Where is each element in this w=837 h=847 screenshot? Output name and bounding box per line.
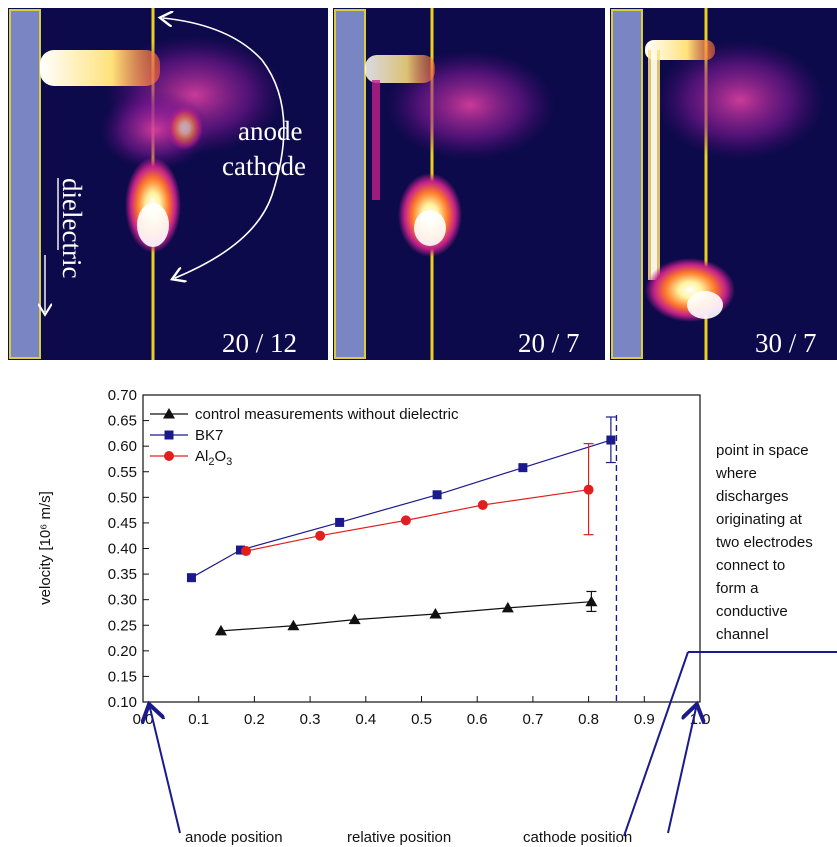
series-layer xyxy=(186,416,616,636)
cathode-arrow xyxy=(667,708,696,834)
dielectric-label: dielectric xyxy=(57,178,87,278)
anode-arrow xyxy=(150,708,181,834)
series-line xyxy=(191,439,612,579)
series-0 xyxy=(214,590,598,636)
data-point-circle xyxy=(400,515,411,526)
data-point-triangle xyxy=(501,601,514,613)
velocity-chart: 0.0 0.1 0.2 0.3 0.4 0.5 0.6 0.7 0.8 0.9 1.00.100.1… xyxy=(37,387,710,728)
y-tick-label: 0.35 xyxy=(108,566,137,583)
data-point-square xyxy=(606,435,616,445)
y-tick-label: 0.55 xyxy=(108,464,137,481)
panel-3-dielectric xyxy=(611,9,643,359)
panel-2-label: 20 / 7 xyxy=(518,328,580,358)
photo-panels: anode cathode dielectric 20 / 12 20 / 7 xyxy=(8,8,837,360)
x-tick-label: 0.6 xyxy=(467,711,488,728)
panel-3: 30 / 7 xyxy=(610,8,837,360)
legend-label: BK7 xyxy=(195,427,223,444)
y-tick-label: 0.20 xyxy=(108,643,137,660)
data-point-triangle xyxy=(429,607,442,619)
panel-1: anode cathode dielectric 20 / 12 xyxy=(8,8,328,360)
y-tick-label: 0.60 xyxy=(108,438,137,455)
x-tick-label: 0.0 xyxy=(133,711,154,728)
data-point-square xyxy=(518,463,528,473)
data-point-square xyxy=(186,573,196,583)
panel-3-label: 30 / 7 xyxy=(755,328,817,358)
chart-annotations: point in space where discharges originating… xyxy=(150,442,837,846)
panel-1-cathode-arrow xyxy=(175,59,285,278)
panel-2-dielectric xyxy=(334,9,366,359)
panel-1-channel xyxy=(40,50,160,86)
data-point-triangle xyxy=(163,408,175,419)
cathode-position-label: cathode position xyxy=(523,829,632,846)
y-tick-label: 0.70 xyxy=(108,387,137,404)
series-2 xyxy=(241,443,594,557)
relative-position-label: relative position xyxy=(347,829,451,846)
x-tick-label: 0.9 xyxy=(634,711,655,728)
series-line xyxy=(220,601,592,632)
data-point-triangle xyxy=(287,619,300,631)
panel-1-dielectric xyxy=(9,9,41,359)
panel-2-channel xyxy=(365,55,435,83)
x-tick-label: 0.5 xyxy=(411,711,432,728)
data-point-circle xyxy=(315,530,326,541)
y-tick-label: 0.10 xyxy=(108,694,137,711)
legend-label: Al2O3 xyxy=(195,448,232,468)
data-point-circle xyxy=(164,451,174,461)
y-tick-label: 0.15 xyxy=(108,668,137,685)
data-point-circle xyxy=(477,500,488,511)
x-tick-label: 0.4 xyxy=(355,711,376,728)
panel-2: 20 / 7 xyxy=(333,8,605,360)
cathode-label: cathode xyxy=(222,151,306,181)
x-tick-label: 0.2 xyxy=(244,711,265,728)
y-tick-label: 0.40 xyxy=(108,541,137,558)
x-tick-label: 0.8 xyxy=(578,711,599,728)
data-point-triangle xyxy=(214,624,227,636)
data-point-circle xyxy=(583,484,594,495)
y-tick-label: 0.45 xyxy=(108,515,137,532)
data-point-triangle xyxy=(348,613,361,625)
right-annotation: point in space where discharges originating… xyxy=(715,442,813,643)
anode-label: anode xyxy=(238,116,302,146)
data-point-circle xyxy=(241,546,252,557)
anode-position-label: anode position xyxy=(185,829,283,846)
panel-3-channel xyxy=(645,40,715,60)
y-tick-label: 0.65 xyxy=(108,413,137,430)
legend-label: control measurements without dielectric xyxy=(195,406,459,423)
y-tick-label: 0.50 xyxy=(108,489,137,506)
x-tick-label: 0.3 xyxy=(300,711,321,728)
y-tick-label: 0.30 xyxy=(108,592,137,609)
data-point-triangle xyxy=(585,595,598,607)
panel-3-filaments xyxy=(655,40,825,160)
data-point-square xyxy=(164,430,174,440)
y-axis-label: velocity [10⁶ m/s] xyxy=(37,491,54,605)
x-tick-label: 0.1 xyxy=(188,711,209,728)
x-tick-label: 0.7 xyxy=(522,711,543,728)
series-1 xyxy=(186,416,616,583)
y-tick-label: 0.25 xyxy=(108,617,137,634)
panel-1-anode-arrow xyxy=(163,18,263,61)
data-point-square xyxy=(335,517,345,527)
data-point-square xyxy=(235,545,245,555)
data-point-square xyxy=(432,490,442,500)
panel-1-label: 20 / 12 xyxy=(222,328,297,358)
series-line xyxy=(245,489,589,552)
legend: control measurements without dielectric B… xyxy=(150,406,459,468)
